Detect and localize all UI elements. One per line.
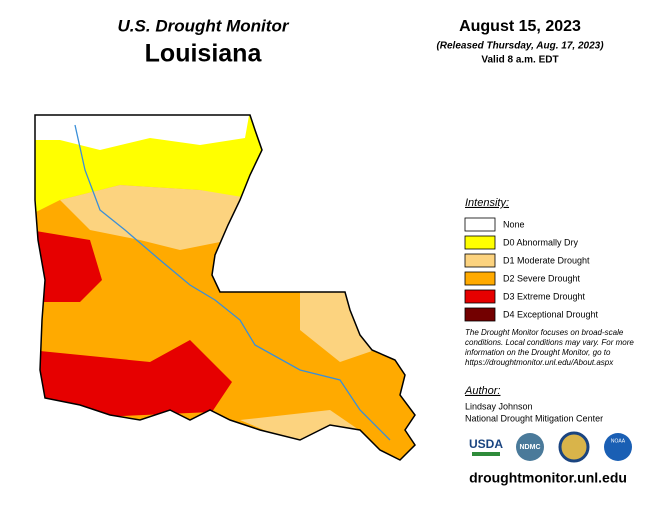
logo-noaa-text: NOAA — [611, 438, 626, 444]
map — [35, 115, 415, 460]
logo-usda: USDA — [469, 437, 503, 451]
note-line: https://droughtmonitor.unl.edu/About.asp… — [465, 358, 614, 367]
author-line: Lindsay Johnson — [465, 401, 533, 411]
note: The Drought Monitor focuses on broad-sca… — [465, 328, 634, 367]
legend-label: D0 Abnormally Dry — [503, 237, 579, 247]
state-outline — [34, 114, 416, 461]
logo-doi — [558, 431, 590, 463]
author: Lindsay Johnson National Drought Mitigati… — [465, 401, 603, 423]
legend-swatch — [464, 217, 496, 232]
legend: None D0 Abnormally Dry D1 Moderate Drought… — [464, 217, 599, 322]
legend-swatch — [464, 307, 496, 322]
d3-area — [35, 230, 102, 302]
none-area — [35, 115, 250, 150]
legend-swatch — [464, 235, 496, 250]
release-date: (Released Thursday, Aug. 17, 2023) — [436, 41, 604, 52]
logo-ndmc-text: NDMC — [520, 444, 541, 451]
legend-title: Intensity: — [465, 197, 509, 209]
note-line: conditions. Local conditions may vary. F… — [465, 338, 634, 347]
legend-label: None — [503, 219, 525, 229]
valid-time: Valid 8 a.m. EDT — [481, 55, 558, 66]
legend-label: D4 Exceptional Drought — [503, 309, 599, 319]
footer-url: droughtmonitor.unl.edu — [469, 470, 627, 486]
legend-label: D2 Severe Drought — [503, 273, 581, 283]
river — [74, 124, 391, 441]
note-line: information on the Drought Monitor, go t… — [465, 348, 611, 357]
author-line: National Drought Mitigation Center — [465, 413, 603, 423]
map-date: August 15, 2023 — [459, 18, 581, 35]
d3-area — [35, 340, 232, 420]
state-title: Louisiana — [145, 40, 263, 68]
logo-usda-bar — [472, 452, 500, 456]
legend-swatch — [464, 271, 496, 286]
d1-area — [60, 185, 260, 250]
author-title: Author: — [464, 385, 500, 397]
legend-label: D1 Moderate Drought — [503, 255, 590, 265]
legend-label: D3 Extreme Drought — [503, 291, 586, 301]
logo-ndmc — [516, 433, 544, 461]
note-line: The Drought Monitor focuses on broad-sca… — [465, 328, 624, 337]
logo-noaa — [604, 433, 632, 461]
program-title: U.S. Drought Monitor — [118, 16, 290, 35]
legend-swatch — [464, 253, 496, 268]
legend-swatch — [464, 289, 496, 304]
